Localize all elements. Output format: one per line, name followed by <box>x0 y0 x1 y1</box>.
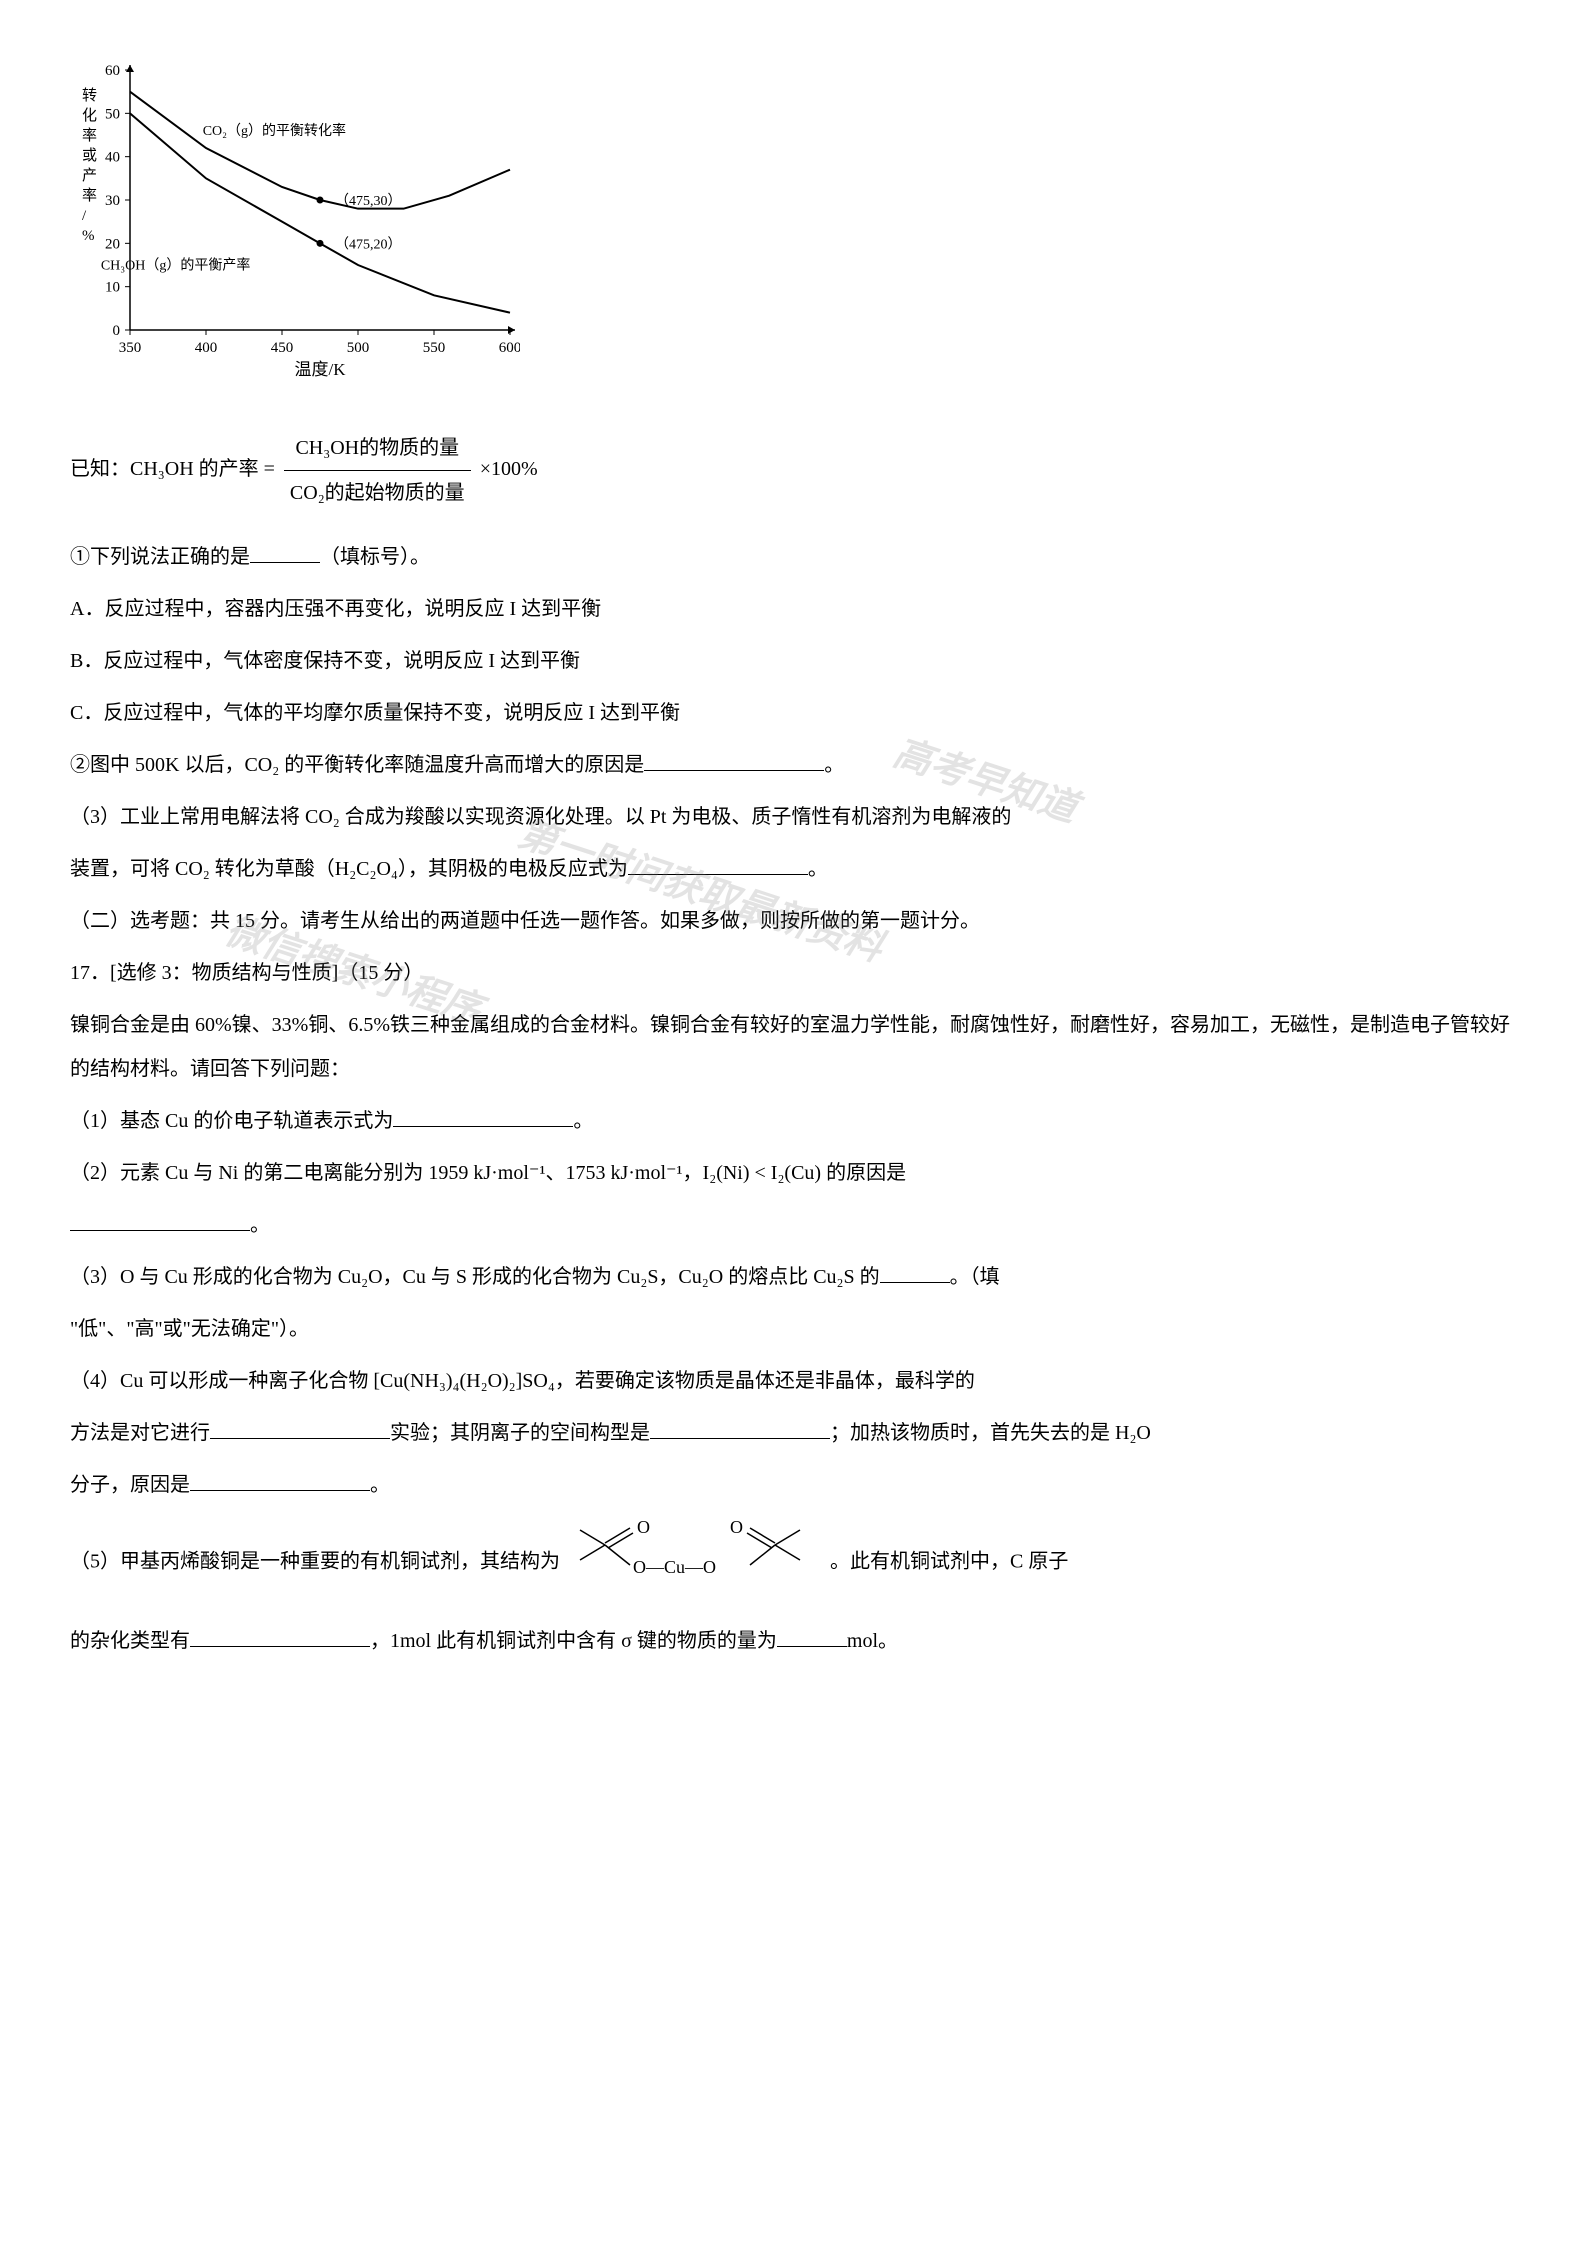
svg-text:（475,20）: （475,20） <box>335 236 402 252</box>
formula-fraction: CH₃OH的物质的量 CO₂的起始物质的量 <box>284 426 471 515</box>
q2-suffix: 。 <box>824 754 844 776</box>
q1-stem: ①下列说法正确的是 （填标号）。 <box>70 535 1517 579</box>
q17-2-suffix: 。 <box>250 1214 270 1236</box>
formula-denominator: CO₂的起始物质的量 <box>284 471 471 515</box>
q17-5-pt2: 。此有机铜试剂中，C 原子 <box>830 1551 1068 1573</box>
q17-3-pt2: 。（填 <box>950 1266 1000 1288</box>
svg-text:450: 450 <box>271 340 294 356</box>
q2-blank <box>644 751 824 771</box>
q17-5-line2: 的杂化类型有 ，1mol 此有机铜试剂中含有 σ 键的物质的量为 mol。 <box>70 1619 1517 1663</box>
q17-3-pt3: "低"、"高"或"无法确定"）。 <box>70 1307 1517 1351</box>
svg-text:10: 10 <box>105 280 120 296</box>
svg-text:%: % <box>82 228 95 244</box>
svg-text:400: 400 <box>195 340 218 356</box>
q17-3-pt1: （3）O 与 Cu 形成的化合物为 Cu₂O，Cu 与 S 形成的化合物为 Cu… <box>70 1266 880 1288</box>
q17-5: （5）甲基丙烯酸铜是一种重要的有机铜试剂，其结构为 O O—Cu—O O 。此有机铜… <box>70 1515 1517 1611</box>
svg-text:产: 产 <box>82 167 97 184</box>
q17-5-pt4: ，1mol 此有机铜试剂中含有 σ 键的物质的量为 <box>370 1630 777 1652</box>
svg-text:化: 化 <box>82 107 97 124</box>
q3-pt2-line: 装置，可将 CO₂ 转化为草酸（H₂C₂O₄），其阴极的电极反应式为 。 <box>70 847 1517 891</box>
q1-blank <box>250 543 320 563</box>
svg-text:0: 0 <box>113 323 121 339</box>
q17-5-blank2 <box>777 1627 847 1647</box>
q3-pt1: （3）工业上常用电解法将 CO₂ 合成为羧酸以实现资源化处理。以 Pt 为电极、… <box>70 795 1517 839</box>
svg-text:O: O <box>637 1517 650 1537</box>
q1-optB: B．反应过程中，气体密度保持不变，说明反应 I 达到平衡 <box>70 639 1517 683</box>
chart-container: 3504004505005506000102030405060转化率或产率/%温… <box>70 60 1517 396</box>
svg-text:CH₃OH（g）的平衡产率: CH₃OH（g）的平衡产率 <box>101 256 251 273</box>
q1-stem-suffix: （填标号）。 <box>320 546 430 568</box>
q17-4-suffix: 。 <box>370 1474 390 1496</box>
svg-text:600: 600 <box>499 340 520 356</box>
section2-header: （二）选考题：共 15 分。请考生从给出的两道题中任选一题作答。如果多做，则按所… <box>70 899 1517 943</box>
q17-1: （1）基态 Cu 的价电子轨道表示式为 。 <box>70 1099 1517 1143</box>
q17-2-blank-line: 。 <box>70 1203 1517 1247</box>
q17-4-pt1: （4）Cu 可以形成一种离子化合物 [Cu(NH₃)₄(H₂O)₂]SO₄，若要… <box>70 1359 1517 1403</box>
q3-pt2: 装置，可将 CO₂ 转化为草酸（H₂C₂O₄），其阴极的电极反应式为 <box>70 858 628 880</box>
svg-text:350: 350 <box>119 340 142 356</box>
svg-text:O—Cu—O: O—Cu—O <box>633 1557 716 1577</box>
svg-text:转: 转 <box>82 87 97 104</box>
svg-text:60: 60 <box>105 63 120 79</box>
q17-4-pt4: ；加热该物质时，首先失去的是 H₂O <box>830 1422 1151 1444</box>
q17-3: （3）O 与 Cu 形成的化合物为 Cu₂O，Cu 与 S 形成的化合物为 Cu… <box>70 1255 1517 1299</box>
q17-4-blank2 <box>650 1419 830 1439</box>
q17-5-blank1 <box>190 1627 370 1647</box>
q1-optC: C．反应过程中，气体的平均摩尔质量保持不变，说明反应 I 达到平衡 <box>70 691 1517 735</box>
svg-text:/: / <box>82 208 87 224</box>
formula-numerator: CH₃OH的物质的量 <box>284 426 471 471</box>
svg-text:20: 20 <box>105 236 120 252</box>
svg-text:O: O <box>730 1517 743 1537</box>
page-content: 3504004505005506000102030405060转化率或产率/%温… <box>70 60 1517 1663</box>
section2-intro: 镍铜合金是由 60%镍、33%铜、6.5%铁三种金属组成的合金材料。镍铜合金有较… <box>70 1003 1517 1091</box>
section2-title: 17．[选修 3：物质结构与性质]（15 分） <box>70 951 1517 995</box>
q17-4-pt5: 分子，原因是 <box>70 1474 190 1496</box>
q2: ②图中 500K 以后，CO₂ 的平衡转化率随温度升高而增大的原因是 。 <box>70 743 1517 787</box>
structure-diagram: O O—Cu—O O <box>575 1515 815 1611</box>
q17-5-pt1: （5）甲基丙烯酸铜是一种重要的有机铜试剂，其结构为 <box>70 1551 560 1573</box>
q1-stem-text: ①下列说法正确的是 <box>70 546 250 568</box>
svg-text:40: 40 <box>105 150 120 166</box>
q17-1-suffix: 。 <box>573 1110 593 1132</box>
q17-5-pt3: 的杂化类型有 <box>70 1630 190 1652</box>
q17-3-blank <box>880 1263 950 1283</box>
conversion-chart: 3504004505005506000102030405060转化率或产率/%温… <box>70 60 520 380</box>
q17-4-pt3: 实验；其阴离子的空间构型是 <box>390 1422 650 1444</box>
formula-line: 已知：CH₃OH 的产率 = CH₃OH的物质的量 CO₂的起始物质的量 ×10… <box>70 426 1517 515</box>
q17-4-line3: 分子，原因是 。 <box>70 1463 1517 1507</box>
svg-text:温度/K: 温度/K <box>295 360 347 379</box>
formula-prefix: 已知：CH₃OH 的产率 = <box>70 458 280 480</box>
q3-suffix: 。 <box>808 858 828 880</box>
q17-4-pt2: 方法是对它进行 <box>70 1422 210 1444</box>
q17-2-blank <box>70 1211 250 1231</box>
q3-blank <box>628 855 808 875</box>
svg-text:CO₂（g）的平衡转化率: CO₂（g）的平衡转化率 <box>203 122 346 139</box>
q1-optA: A．反应过程中，容器内压强不再变化，说明反应 I 达到平衡 <box>70 587 1517 631</box>
svg-text:或: 或 <box>82 147 97 164</box>
q17-4-blank3 <box>190 1471 370 1491</box>
q2-text: ②图中 500K 以后，CO₂ 的平衡转化率随温度升高而增大的原因是 <box>70 754 644 776</box>
svg-text:500: 500 <box>347 340 370 356</box>
q17-1-text: （1）基态 Cu 的价电子轨道表示式为 <box>70 1110 393 1132</box>
q17-2-pt1: （2）元素 Cu 与 Ni 的第二电离能分别为 1959 kJ·mol⁻¹、17… <box>70 1151 1517 1195</box>
svg-text:率: 率 <box>82 127 97 144</box>
svg-text:30: 30 <box>105 193 120 209</box>
q17-1-blank <box>393 1107 573 1127</box>
svg-text:550: 550 <box>423 340 446 356</box>
q17-4-line2: 方法是对它进行 实验；其阴离子的空间构型是 ；加热该物质时，首先失去的是 H₂O <box>70 1411 1517 1455</box>
q17-4-blank1 <box>210 1419 390 1439</box>
svg-text:（475,30）: （475,30） <box>335 193 402 209</box>
svg-text:50: 50 <box>105 106 120 122</box>
q17-5-pt5: mol。 <box>847 1630 898 1652</box>
formula-suffix: ×100% <box>480 458 538 480</box>
svg-text:率: 率 <box>82 187 97 204</box>
